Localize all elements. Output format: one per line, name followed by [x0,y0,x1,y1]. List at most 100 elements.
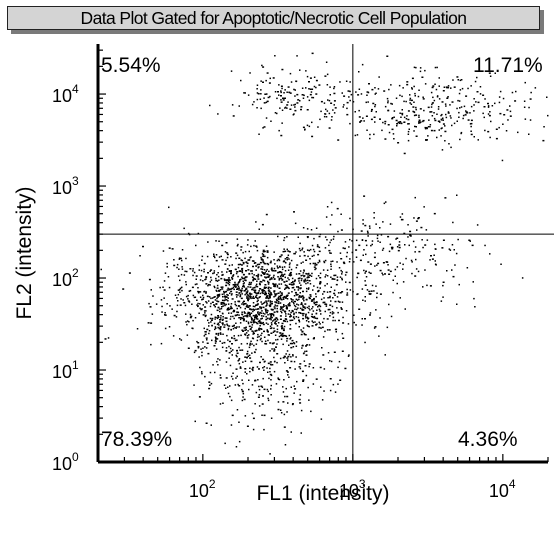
data-point [244,368,247,370]
data-point [230,256,232,258]
data-point [466,111,468,113]
data-point [262,255,265,258]
data-point [382,121,384,124]
data-point [309,283,312,285]
data-point [199,296,202,298]
data-point [250,297,252,300]
data-point [270,384,272,387]
data-point [268,334,270,336]
data-point [280,332,282,334]
data-point [228,312,230,314]
data-point [364,239,367,242]
data-point [258,405,261,407]
data-point [235,327,237,329]
data-point [272,276,275,278]
data-point [333,87,335,90]
data-point [238,326,240,328]
data-point [162,286,164,288]
data-point [240,259,242,261]
data-point [293,252,295,255]
data-point [423,109,425,112]
data-point [274,270,276,272]
data-point [355,91,357,93]
data-point [225,320,228,323]
data-point [258,394,261,396]
data-point [324,310,326,313]
data-point [196,283,198,285]
data-point [430,129,433,132]
data-point [276,307,278,310]
data-point [205,276,207,279]
data-point [269,304,272,306]
data-point [310,410,312,413]
data-point [255,308,257,311]
data-point [270,293,273,296]
data-point [274,91,277,93]
data-point [168,206,170,209]
data-point [249,72,251,74]
data-point [311,121,313,124]
data-point [246,337,249,339]
data-point [268,318,271,320]
data-point [271,300,273,303]
data-point [289,302,291,304]
data-point [276,299,279,302]
data-point [392,291,394,294]
data-point [245,326,247,328]
data-point [187,298,189,300]
data-point [233,325,235,327]
data-point [257,273,260,276]
data-point [233,317,235,320]
data-point [272,283,275,285]
data-point [288,334,291,337]
data-point [215,240,217,242]
data-point [231,278,234,280]
data-point [286,306,288,308]
data-point [482,112,484,115]
data-point [436,136,438,139]
data-point [226,271,228,273]
data-point [369,227,371,229]
data-point [424,127,427,130]
data-point [227,300,229,302]
data-point [302,314,304,317]
data-point [238,281,241,283]
data-point [286,104,289,106]
data-point [216,309,219,312]
data-point [341,350,344,352]
data-point [374,265,376,267]
data-point [348,354,350,356]
data-point [333,104,335,106]
data-point [418,89,420,91]
data-point [348,281,351,284]
data-point [234,284,236,286]
data-point [231,354,233,356]
data-point [161,305,163,308]
data-point [242,262,245,265]
data-point [160,299,163,301]
data-point [316,286,319,289]
data-point [441,113,443,116]
data-point [295,322,297,325]
data-point [285,296,287,298]
data-point [275,383,278,385]
data-point [176,263,179,266]
data-point [260,274,262,277]
data-point [326,110,329,112]
data-point [246,291,249,294]
data-point [244,329,247,331]
data-point [283,273,286,276]
data-point [273,350,276,352]
data-point [232,327,235,330]
data-point [266,367,268,369]
data-point [366,129,368,131]
data-point [362,117,364,119]
data-point [176,304,179,307]
data-point [259,306,261,308]
data-point [390,246,393,249]
data-point [370,244,372,247]
data-point [270,388,272,390]
data-point [239,295,241,298]
data-point [471,244,474,247]
data-point [240,343,243,345]
